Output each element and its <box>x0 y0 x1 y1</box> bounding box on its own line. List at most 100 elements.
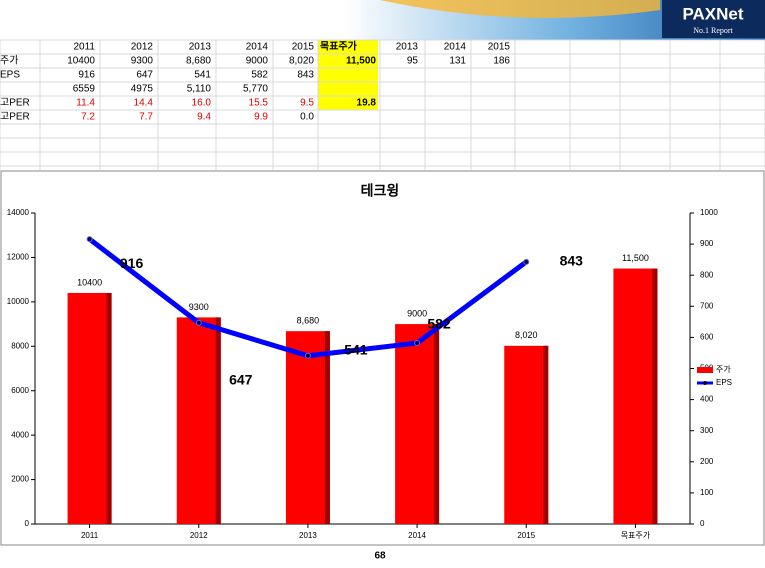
cell: 8,020 <box>289 56 314 67</box>
x-tick-label: 2011 <box>81 531 99 540</box>
bar <box>285 331 330 524</box>
y2-tick-label: 100 <box>700 488 714 497</box>
cell: 9.9 <box>254 112 268 123</box>
y2-tick-label: 1000 <box>700 208 718 217</box>
bar <box>176 317 221 524</box>
point <box>86 236 93 243</box>
cell: 2015 <box>292 42 315 53</box>
x-tick-label: 2013 <box>299 531 317 540</box>
cell: 582 <box>251 70 268 81</box>
bar <box>395 324 440 524</box>
point-label: 843 <box>560 253 584 269</box>
y2-tick-label: 400 <box>700 395 714 404</box>
point <box>523 258 530 265</box>
point-label: 916 <box>120 255 144 271</box>
cell: 4975 <box>131 84 154 95</box>
cell: 5,110 <box>187 84 212 95</box>
cell: 2012 <box>131 42 154 53</box>
y2-tick-label: 700 <box>700 301 714 310</box>
cell: 목표주가 <box>320 40 358 53</box>
point <box>304 352 311 359</box>
x-tick-label: 목표주가 <box>621 531 651 540</box>
y-tick-label: 2000 <box>11 475 29 484</box>
bar <box>67 292 112 524</box>
cell: 11,500 <box>346 56 376 67</box>
y-tick-label: 4000 <box>11 430 29 439</box>
y2-tick-label: 600 <box>700 333 714 342</box>
point <box>414 339 421 346</box>
banner-swoosh <box>380 0 660 18</box>
x-tick-label: 2012 <box>190 531 208 540</box>
cell: 고PER <box>0 112 30 123</box>
cell: 2011 <box>73 42 95 53</box>
bar-label: 10400 <box>77 277 102 287</box>
chart: 테크윙 0 2000 4000 6000 8000 10000 12000 14000 0 100… <box>7 183 732 540</box>
bar-side <box>652 268 658 524</box>
legend-swatch <box>703 381 707 385</box>
spreadsheet: 2011 2012 2013 2014 2015 목표주가 2013 2014 2015 주가 10… <box>0 39 765 170</box>
cell: 14.4 <box>134 98 154 109</box>
bar-label: 8,020 <box>515 330 538 340</box>
cell: 95 <box>407 56 419 67</box>
y2-tick-label: 200 <box>700 457 714 466</box>
y2-tick-label: 800 <box>700 270 714 279</box>
cell: 2014 <box>444 42 467 53</box>
y-tick-label: 14000 <box>7 208 30 217</box>
cell: 2015 <box>488 42 511 53</box>
cell: 9000 <box>246 56 269 67</box>
bar-side <box>106 292 112 524</box>
tagline: No.1 Report <box>693 26 733 35</box>
y2-tick-label: 300 <box>700 426 714 435</box>
y2-tick-label: 0 <box>700 519 705 528</box>
highlight <box>318 40 378 110</box>
bar-label: 9300 <box>189 302 209 312</box>
point-label: 647 <box>229 371 253 387</box>
point <box>195 319 202 326</box>
cell: 5,770 <box>243 84 268 95</box>
y-tick-label: 0 <box>25 519 30 528</box>
bar-label: 9000 <box>407 308 427 318</box>
bar <box>613 268 658 524</box>
page-number: 68 <box>374 551 386 562</box>
bar-side <box>215 317 221 524</box>
point-label: 541 <box>344 341 368 357</box>
x-tick-label: 2014 <box>408 531 426 540</box>
bar-side <box>434 324 440 524</box>
cell: 7.7 <box>139 112 153 123</box>
bar-label: 8,680 <box>297 316 320 326</box>
cell: 9.5 <box>300 98 314 109</box>
cell: 186 <box>493 56 510 67</box>
logo: PAXNet <box>682 4 743 23</box>
cell: 10400 <box>67 56 95 67</box>
bar-side <box>324 331 330 524</box>
cell: 843 <box>297 70 314 81</box>
cell: EPS <box>0 70 20 81</box>
bar-side <box>543 345 549 524</box>
point-label: 582 <box>427 316 451 332</box>
logo-box <box>662 0 765 38</box>
y-tick-label: 10000 <box>7 297 30 306</box>
cell: 11.4 <box>76 98 95 109</box>
x-tick-label: 2015 <box>517 531 535 540</box>
cell: 541 <box>194 70 211 81</box>
bar-label: 11,500 <box>622 253 649 263</box>
chart-title: 테크윙 <box>361 183 400 199</box>
y2-tick-label: 900 <box>700 239 714 248</box>
bar <box>504 345 549 524</box>
cell: 916 <box>78 70 95 81</box>
y-tick-label: 12000 <box>7 253 30 262</box>
cell: 7.2 <box>81 112 95 123</box>
legend-label: EPS <box>716 378 732 387</box>
cell: 2014 <box>246 42 269 53</box>
cell: 16.0 <box>192 98 212 109</box>
cell: 6559 <box>73 84 96 95</box>
y-tick-label: 6000 <box>11 386 29 395</box>
legend-swatch <box>697 367 713 373</box>
cell: 8,680 <box>186 56 211 67</box>
cell: 0.0 <box>300 112 314 123</box>
cell: 19.8 <box>357 98 377 109</box>
cell: 고PER <box>0 98 30 109</box>
y-tick-label: 8000 <box>11 341 29 350</box>
cell: 9300 <box>131 56 154 67</box>
